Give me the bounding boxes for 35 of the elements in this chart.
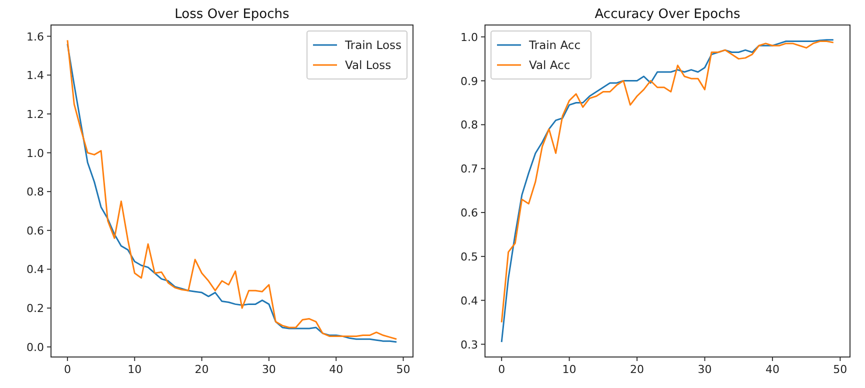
y-tick-label: 1.0	[26, 146, 44, 160]
legend-label: Train Acc	[528, 38, 581, 52]
y-tick-label: 0.6	[460, 206, 478, 220]
y-tick-label: 0.6	[26, 224, 44, 238]
y-tick-label: 0.4	[26, 263, 44, 276]
x-tick-label: 30	[262, 363, 276, 376]
chart-title: Accuracy Over Epochs	[594, 7, 740, 22]
legend-label: Train Loss	[344, 38, 402, 52]
x-tick-label: 0	[498, 363, 506, 376]
y-tick-label: 0.3	[460, 338, 478, 352]
y-tick-label: 1.6	[26, 30, 44, 44]
legend-label: Val Loss	[345, 58, 392, 72]
x-tick-label: 40	[329, 363, 344, 376]
y-tick-label: 1.4	[26, 69, 44, 82]
x-tick-label: 50	[833, 363, 848, 376]
x-tick-label: 10	[562, 363, 576, 376]
y-tick-label: 0.9	[460, 74, 478, 88]
y-tick-label: 0.2	[26, 302, 44, 316]
y-tick-label: 0.0	[26, 340, 44, 354]
x-tick-label: 50	[396, 363, 410, 376]
legend-label: Val Acc	[529, 58, 570, 72]
y-tick-label: 0.5	[460, 250, 478, 264]
chart-title: Loss Over Epochs	[174, 7, 290, 22]
y-tick-label: 0.8	[460, 118, 478, 132]
y-tick-label: 0.4	[460, 294, 478, 308]
x-tick-label: 10	[128, 363, 142, 376]
y-tick-label: 0.8	[26, 186, 44, 199]
x-tick-label: 30	[698, 363, 712, 376]
x-tick-label: 20	[630, 363, 644, 376]
x-tick-label: 40	[765, 363, 780, 376]
y-tick-label: 0.7	[460, 162, 478, 176]
y-tick-label: 1.2	[26, 108, 44, 121]
y-tick-label: 1.0	[460, 30, 478, 44]
x-tick-label: 0	[64, 363, 71, 376]
x-tick-label: 20	[194, 363, 209, 376]
